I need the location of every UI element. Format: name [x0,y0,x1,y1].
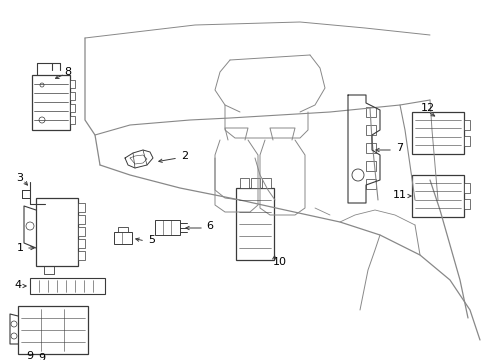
Bar [262,178,271,188]
Bar [464,199,470,209]
Text: 11: 11 [393,190,407,200]
Bar [236,188,274,260]
Bar [32,75,70,130]
Bar [114,232,132,244]
Bar [78,227,85,236]
Text: 9: 9 [26,351,33,360]
Text: 4: 4 [14,280,22,290]
Bar [70,116,75,124]
Bar [118,227,128,232]
Bar [240,178,249,188]
Bar [366,179,376,189]
Bar [155,220,180,235]
Bar [464,136,470,146]
Text: 3: 3 [17,173,24,183]
Bar [366,107,376,117]
Text: 12: 12 [421,103,435,113]
Bar [70,80,75,88]
Bar [18,306,88,354]
Text: 2: 2 [181,151,189,161]
Text: 5: 5 [148,235,155,245]
Bar [78,239,85,248]
Bar [366,161,376,171]
Text: 6: 6 [206,221,214,231]
Bar [412,112,464,154]
Bar [70,104,75,112]
Bar [251,178,260,188]
Bar [464,183,470,193]
Bar [412,175,464,217]
Bar [30,278,105,294]
Bar [78,203,85,212]
Text: 9: 9 [38,353,46,360]
Text: 7: 7 [396,143,404,153]
Bar [366,143,376,153]
Bar [36,198,78,266]
Bar [78,251,85,260]
Bar [78,215,85,224]
Bar [22,190,30,198]
Bar [366,125,376,135]
Bar [70,92,75,100]
Text: 8: 8 [65,67,72,77]
Bar [464,120,470,130]
Text: 1: 1 [17,243,24,253]
Text: 10: 10 [273,257,287,267]
